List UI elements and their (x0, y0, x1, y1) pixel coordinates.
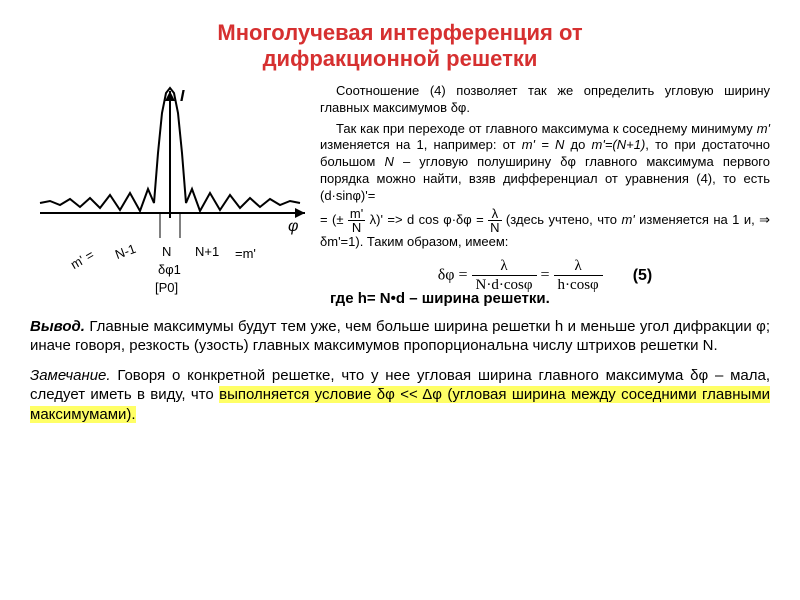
svg-text:I: I (180, 88, 185, 105)
para-1: Соотношение (4) позволяет так же определ… (320, 83, 770, 117)
graph-labels: N-1 N N+1 δφ1 [P0] m' = =m' (30, 244, 310, 308)
conclusion-para: Вывод. Главные максимумы будут тем уже, … (30, 317, 770, 356)
eq-number-5: (5) (633, 266, 653, 287)
remark-para: Замечание. Говоря о конкретной решетке, … (30, 366, 770, 425)
graph-column: I φ N-1 N N+1 δφ1 [P0] m' = =m' (30, 83, 310, 308)
top-section: I φ N-1 N N+1 δφ1 [P0] m' = =m' Соотноше… (30, 83, 770, 308)
para-3: = (± m'N λ)' => d cos φ·δφ = λN (здесь у… (320, 207, 770, 251)
para-2: Так как при переходе от главного максиму… (320, 121, 770, 205)
label-delta-phi: δφ1 (158, 262, 181, 277)
label-n-plus-1: N+1 (195, 244, 219, 259)
intensity-graph: I φ (30, 83, 310, 243)
label-m-right: =m' (235, 246, 256, 261)
label-p0: [P0] (155, 280, 178, 295)
svg-text:φ: φ (288, 218, 298, 235)
label-m-left: m' = (68, 247, 97, 272)
label-n: N (162, 244, 171, 259)
derivation-text: Соотношение (4) позволяет так же определ… (320, 83, 770, 308)
page-title: Многолучевая интерференция от дифракцион… (30, 20, 770, 73)
label-n-minus-1: N-1 (113, 241, 138, 262)
